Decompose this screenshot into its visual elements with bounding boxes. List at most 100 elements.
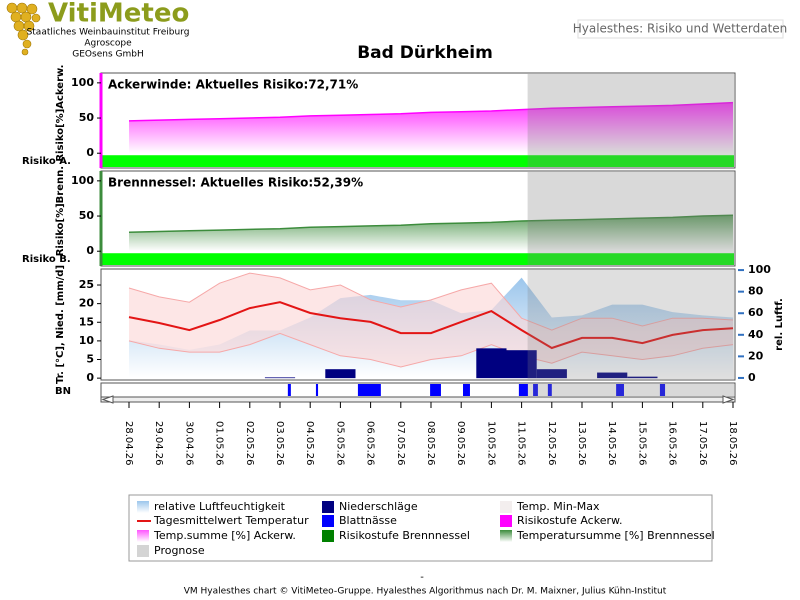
y2-tick-label: 100 [748,263,771,276]
x-tick-label: 30.04.26 [183,421,194,466]
forecast-shade [527,270,734,379]
legend-label: Prognose [154,544,205,557]
leaf-wetness-bar [533,384,538,396]
risk-line [128,214,734,233]
x-tick-label: 11.05.26 [516,421,527,466]
leaf-wetness-bar [315,384,319,396]
legend-symbol [500,501,512,513]
leaf-wetness-bar [430,384,441,396]
x-tick-label: 08.05.26 [425,421,436,466]
y2-tick-label: 20 [748,349,764,362]
precip-bar [264,377,296,379]
x-tick-label: 07.05.26 [395,421,406,466]
legend-symbol [322,501,334,513]
y-tick-label: 5 [86,353,94,366]
y-tick-label: 10 [79,334,95,347]
temp-band [129,273,733,367]
leaf-wetness-bar [357,384,381,396]
legend-label: Niederschläge [339,500,418,513]
x-tick-label: 03.05.26 [274,421,285,466]
leaf-wetness-bar [616,384,624,396]
y2-tick-label: 60 [748,306,764,319]
y-tick-label: 0 [86,146,94,159]
org-line: GEOsens GmbH [72,50,143,60]
x-tick-label: 10.05.26 [485,421,496,466]
x-tick-label: 14.05.26 [606,421,617,466]
x-tick-label: 28.04.26 [123,421,134,466]
footer-dash: - [420,572,424,583]
legend-symbol [137,545,149,557]
y-tick-label: 15 [79,315,94,328]
x-tick-label: 17.05.26 [697,421,708,466]
legend-label: Tagesmittelwert Temperatur [153,514,309,527]
scrollbar [100,396,736,403]
legend-label: relative Luftfeuchtigkeit [154,500,286,513]
x-tick-label: 06.05.26 [365,421,376,466]
precip-bar [536,369,567,379]
risk-level-bar [102,253,734,265]
y2-tick-label: 40 [748,328,764,341]
footer-credit: VM Hyalesthes chart © VitiMeteo-Gruppe. … [184,587,667,597]
x-tick-label: 12.05.26 [546,421,557,466]
risk-area [129,102,733,154]
x-tick-label: 04.05.26 [304,421,315,466]
chart-title: Bad Dürkheim [357,43,493,63]
risk-area [129,215,733,252]
org-line: Agroscope [84,39,132,49]
y-axis-label: Risiko[%]Ackerw. [55,65,66,162]
page-title: Hyalesthes: Risiko und Wetterdaten [573,22,788,36]
x-tick-label: 15.05.26 [636,421,647,466]
legend-symbol [322,530,334,542]
x-tick-label: 05.05.26 [334,421,345,466]
risk-line [128,101,734,122]
legend-symbol [500,515,512,527]
precip-bar [325,369,356,379]
y2-tick-label: 80 [748,285,764,298]
x-tick-label: 09.05.26 [455,421,466,466]
precip-bar [627,376,658,379]
legend-label: Risikostufe Ackerw. [517,514,622,527]
y-tick-label: 0 [86,244,94,257]
temp-max-line [128,272,734,331]
legend-label: Risikostufe Brennnessel [339,529,470,542]
leaf-wetness-bar [659,384,666,396]
y-tick-label: 50 [79,111,95,124]
precip-bar [506,350,537,379]
leaf-wetness-bar [547,384,552,396]
y-axis-label: Risiko[%]Brenn. [55,166,66,256]
leaf-wetness-bar [287,384,291,396]
y-tick-label: 25 [79,278,94,291]
x-tick-label: 02.05.26 [244,421,255,466]
legend-label: Temp.summe [%] Ackerw. [153,529,296,542]
legend-label: Temp. Min-Max [516,500,600,513]
y-tick-label: 100 [71,76,94,89]
y-axis-label: Tr. [°C], Nied. [mm/d] [55,265,66,384]
leaf-wetness-bar [463,384,470,396]
temp-mean-line [128,301,734,350]
logo-grapes [6,2,41,56]
legend-label: Temperatursumme [%] Brennnessel [516,529,715,542]
temp-min-line [128,332,734,368]
forecast-shade [527,74,734,167]
legend-symbol [137,501,149,513]
y-tick-label: 0 [86,371,94,384]
page-title-box [577,19,784,39]
x-tick-label: 29.04.26 [153,421,164,466]
precip-bar [597,372,628,379]
y-tick-label: 100 [71,174,94,187]
y-tick-label: 50 [79,209,95,222]
legend-box [128,494,713,562]
scroll-arrow [722,395,735,404]
org-line: Staatliches Weinbauinstitut Freiburg [27,28,190,38]
y-tick-label: 20 [79,297,95,310]
legend-symbol [137,530,149,542]
y2-tick-label: 0 [748,371,756,384]
scroll-arrow [101,395,114,404]
forecast-shade [527,172,734,265]
precip-bar [476,348,507,379]
panel-label: Brennnessel: Aktuelles Risiko:52,39% [108,176,363,190]
legend-label: Blattnässe [339,514,397,527]
logo: VitiMeteo [48,0,189,29]
x-tick-label: 16.05.26 [667,421,678,466]
